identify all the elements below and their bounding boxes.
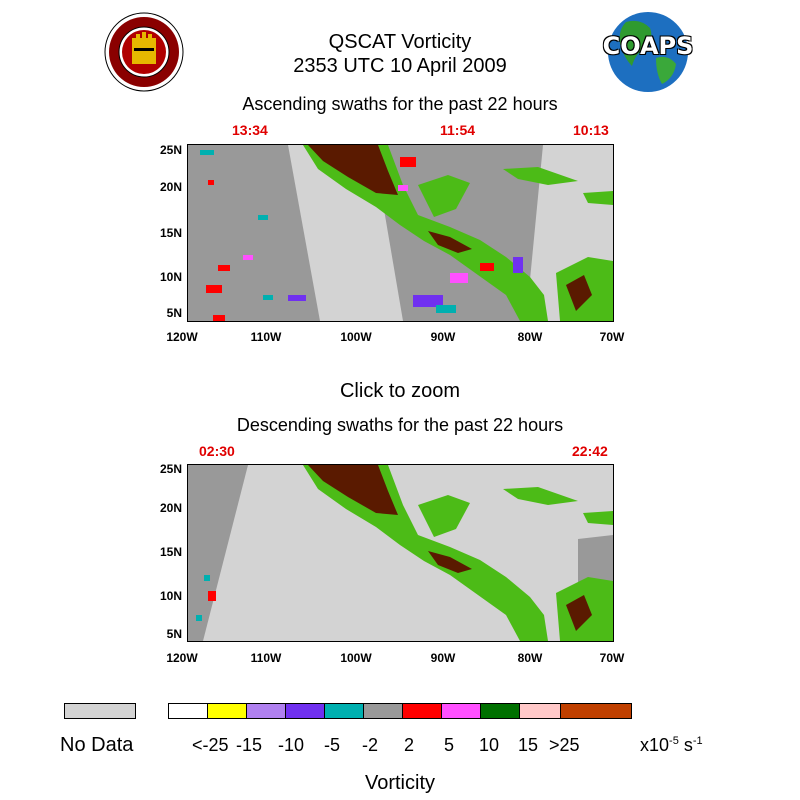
ascending-subtitle: Ascending swaths for the past 22 hours: [242, 94, 558, 114]
desc-lat-label-5n: 5N: [166, 627, 182, 641]
desc-lon-label-90w: 90W: [430, 651, 456, 665]
legend-label-neg2: -2: [362, 735, 379, 755]
nodata-swatch: [64, 703, 136, 719]
legend-swatch-11: [560, 703, 632, 719]
desc-lon-label-110w: 110W: [250, 651, 282, 665]
desc-lat-label-15n: 15N: [159, 545, 182, 559]
descending-subtitle: Descending swaths for the past 22 hours: [236, 415, 564, 435]
page-title: QSCAT Vorticity: [328, 31, 472, 53]
legend-label-neg5: -5: [324, 735, 341, 755]
desc-lat-label-25n: 25N: [159, 462, 182, 476]
legend-unit: x10-5 s-1: [640, 735, 703, 756]
nodata-label: No Data: [60, 734, 134, 756]
coaps-globe-logo: COAPS: [596, 8, 700, 94]
coaps-logo-text: COAPS: [602, 32, 694, 60]
legend-unit-exp2: -1: [692, 735, 703, 747]
desc-lon-label-100w: 100W: [340, 651, 372, 665]
asc-lat-label-25n: 25N: [159, 143, 182, 157]
legend-unit-base: x10: [640, 735, 670, 755]
descending-swath-map[interactable]: [187, 464, 614, 642]
descending-time-1: 02:30: [199, 443, 235, 459]
page-subtitle-date: 2353 UTC 10 April 2009: [293, 55, 507, 77]
legend-label-15: 15: [518, 735, 539, 755]
desc-lon-label-80w: 80W: [517, 651, 543, 665]
legend-swatch-4: [285, 703, 325, 719]
legend-swatch-9: [480, 703, 520, 719]
legend-swatch-8: [441, 703, 481, 719]
legend-unit-s: s: [678, 735, 693, 755]
ascending-time-1: 13:34: [232, 122, 268, 138]
asc-lat-label-20n: 20N: [159, 180, 182, 194]
legend-swatch-1: [168, 703, 208, 719]
ascending-time-2: 11:54: [440, 122, 476, 138]
legend-label-2: 2: [404, 735, 415, 755]
asc-lat-label-15n: 15N: [159, 226, 182, 240]
asc-lon-label-80w: 80W: [517, 330, 543, 344]
legend-swatch-5: [324, 703, 364, 719]
desc-lat-label-10n: 10N: [159, 589, 182, 603]
asc-lon-label-90w: 90W: [430, 330, 456, 344]
desc-lon-label-70w: 70W: [599, 651, 625, 665]
asc-lon-label-70w: 70W: [599, 330, 625, 344]
legend-label-neg15: -15: [236, 735, 263, 755]
legend-swatch-3: [246, 703, 286, 719]
fsu-seal-logo: [104, 12, 184, 92]
click-to-zoom-link[interactable]: Click to zoom: [339, 380, 461, 402]
legend-label-lt-25: <-25: [192, 735, 229, 755]
legend-unit-exp1: -5: [669, 735, 679, 747]
legend-swatch-10: [519, 703, 561, 719]
asc-lat-label-10n: 10N: [159, 270, 182, 284]
desc-lat-label-20n: 20N: [159, 501, 182, 515]
legend-swatch-2: [207, 703, 247, 719]
asc-lon-label-110w: 110W: [250, 330, 282, 344]
legend-swatch-7: [402, 703, 442, 719]
legend-swatch-6: [363, 703, 403, 719]
legend-label-gt25: >25: [549, 735, 580, 755]
legend-label-neg10: -10: [278, 735, 305, 755]
legend-title: Vorticity: [364, 772, 436, 794]
legend-label-5: 5: [444, 735, 455, 755]
asc-lon-label-120w: 120W: [166, 330, 198, 344]
ascending-time-3: 10:13: [573, 122, 609, 138]
descending-time-2: 22:42: [572, 443, 608, 459]
asc-lat-label-5n: 5N: [166, 306, 182, 320]
desc-lon-label-120w: 120W: [166, 651, 198, 665]
asc-lon-label-100w: 100W: [340, 330, 372, 344]
ascending-swath-map[interactable]: [187, 144, 614, 322]
legend-label-10: 10: [479, 735, 500, 755]
